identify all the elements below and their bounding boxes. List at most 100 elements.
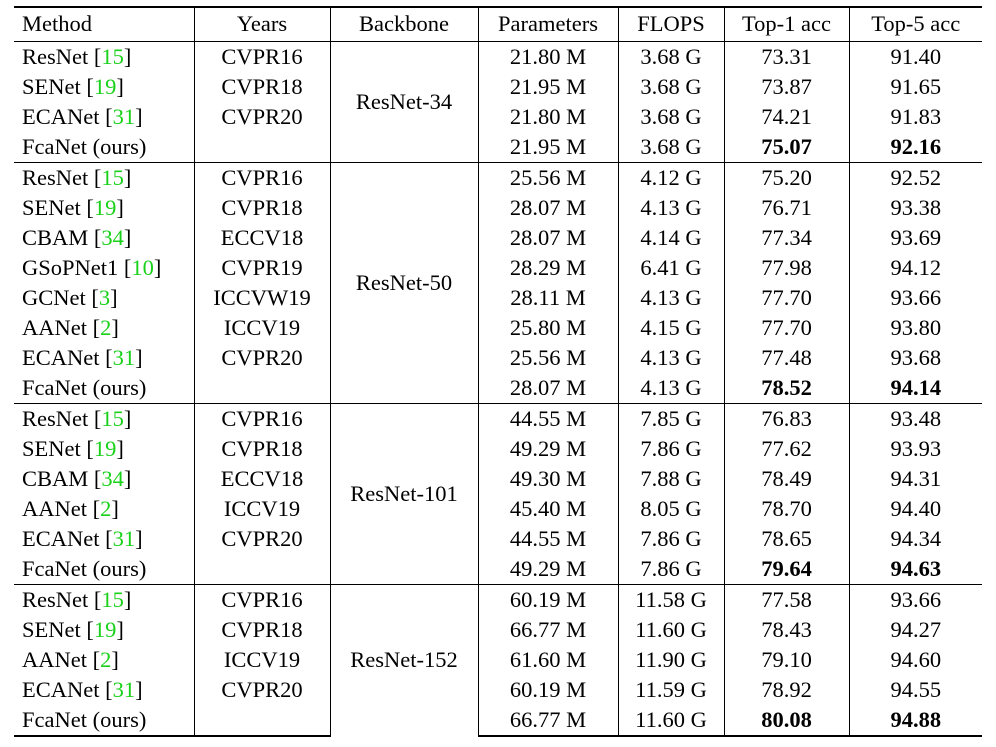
cell-top1: 77.70 <box>724 313 850 343</box>
method-name: ECANet <box>22 676 100 702</box>
cell-year: CVPR20 <box>194 343 331 373</box>
citation-link[interactable]: 34 <box>101 224 124 250</box>
cell-method: GCNet [3] <box>14 283 195 313</box>
method-name: FcaNet (ours) <box>22 374 147 400</box>
cell-top1: 75.20 <box>724 162 850 193</box>
cell-year: CVPR16 <box>194 403 331 434</box>
cell-top5: 94.40 <box>890 495 942 521</box>
citation-link[interactable]: 19 <box>93 616 117 642</box>
table-row: AANet [2] ICCV19 45.40 M 8.05 G 78.70 94.40 <box>14 494 982 524</box>
cell-flops: 7.85 G <box>618 403 725 434</box>
citation-link[interactable]: 31 <box>112 344 136 370</box>
cell-method: SENet [19] <box>14 615 195 645</box>
cell-parameters: 21.95 M <box>478 72 619 102</box>
cell-top5: 93.68 <box>890 344 942 370</box>
table-row: SENet [19] CVPR18 28.07 M 4.13 G 76.71 93.38 <box>14 193 982 223</box>
citation-link[interactable]: 15 <box>101 43 124 69</box>
table-row: SENet [19] CVPR18 21.95 M 3.68 G 73.87 91.65 <box>14 72 982 102</box>
citation-link[interactable]: 34 <box>101 465 124 491</box>
cell-parameters: 28.07 M <box>478 193 619 223</box>
cell-top5: 91.65 <box>890 73 942 99</box>
cell-parameters: 21.80 M <box>478 102 619 132</box>
comparison-table: Method Years Backbone Parameters FLOPS T… <box>14 6 982 737</box>
cell-year: ICCVW19 <box>194 283 331 313</box>
cell-parameters: 28.11 M <box>478 283 619 313</box>
citation-link[interactable]: 19 <box>93 73 117 99</box>
cell-flops: 7.86 G <box>618 554 725 585</box>
cell-year: CVPR20 <box>194 675 331 705</box>
cell-year <box>194 554 331 585</box>
method-name: SENet <box>22 194 81 220</box>
citation-link[interactable]: 2 <box>100 495 112 521</box>
cell-top1: 79.64 <box>724 554 850 585</box>
table-header-row: Method Years Backbone Parameters FLOPS T… <box>14 6 982 42</box>
cell-year: CVPR16 <box>194 584 331 615</box>
cell-year: CVPR20 <box>194 102 331 132</box>
cell-year: CVPR16 <box>194 41 331 72</box>
citation-link[interactable]: 31 <box>112 525 136 551</box>
citation-link[interactable]: 19 <box>93 435 117 461</box>
cell-top5: 93.48 <box>849 403 982 434</box>
cell-parameters: 45.40 M <box>478 494 619 524</box>
cell-year: ICCV19 <box>194 313 331 343</box>
table-row: FcaNet (ours) 66.77 M 11.60 G 80.08 94.88 <box>14 705 982 737</box>
cell-top5: 94.55 <box>890 676 942 702</box>
method-name: GCNet <box>22 284 86 310</box>
citation-link[interactable]: 19 <box>93 194 117 220</box>
citation-link[interactable]: 2 <box>100 646 112 672</box>
cell-top5: 94.60 <box>890 646 942 672</box>
cell-year <box>194 373 331 404</box>
method-name: ECANet <box>22 103 100 129</box>
cell-top1: 76.71 <box>724 193 850 223</box>
cell-flops: 11.60 G <box>618 615 725 645</box>
cell-parameters: 66.77 M <box>478 615 619 645</box>
citation-link[interactable]: 15 <box>101 405 124 431</box>
cell-method: GSoPNet1 [10] <box>14 253 195 283</box>
cell-backbone: ResNet-50 <box>330 162 479 404</box>
cell-flops: 4.13 G <box>618 283 725 313</box>
cell-flops: 7.86 G <box>618 434 725 464</box>
table-row: FcaNet (ours) 21.95 M 3.68 G 75.07 92.16 <box>14 132 982 163</box>
cell-method: CBAM [34] <box>14 223 195 253</box>
cell-top5: 91.40 <box>849 41 982 72</box>
cell-flops: 11.58 G <box>618 584 725 615</box>
header-top1: Top-1 acc <box>724 6 850 42</box>
method-name: ResNet <box>22 586 89 612</box>
cell-top1: 78.52 <box>724 373 850 404</box>
cell-top1: 77.48 <box>724 343 850 373</box>
citation-link[interactable]: 2 <box>100 314 112 340</box>
table-row: AANet [2] ICCV19 61.60 M 11.90 G 79.10 94.60 <box>14 645 982 675</box>
cell-method: ResNet [15] <box>14 162 195 193</box>
citation-link[interactable]: 31 <box>112 676 136 702</box>
citation-link[interactable]: 15 <box>101 586 124 612</box>
cell-top1: 77.98 <box>724 253 850 283</box>
cell-method: SENet [19] <box>14 434 195 464</box>
table-row: SENet [19] CVPR18 66.77 M 11.60 G 78.43 94.27 <box>14 615 982 645</box>
method-name: AANet <box>22 495 87 521</box>
cell-parameters: 21.95 M <box>478 132 619 163</box>
method-name: SENet <box>22 73 81 99</box>
citation-link[interactable]: 15 <box>101 164 124 190</box>
cell-method: CBAM [34] <box>14 464 195 494</box>
header-method: Method <box>14 6 195 42</box>
method-name: ResNet <box>22 164 89 190</box>
cell-flops: 6.41 G <box>618 253 725 283</box>
cell-parameters: 25.80 M <box>478 313 619 343</box>
results-table-container: Method Years Backbone Parameters FLOPS T… <box>14 6 982 737</box>
cell-method: AANet [2] <box>14 645 195 675</box>
cell-parameters: 28.29 M <box>478 253 619 283</box>
cell-parameters: 44.55 M <box>478 524 619 554</box>
method-name: FcaNet (ours) <box>22 133 147 159</box>
table-row: ResNet [15] CVPR16 ResNet-101 44.55 M 7.85 G… <box>14 403 982 585</box>
cell-flops: 4.13 G <box>618 343 725 373</box>
cell-flops: 11.59 G <box>618 675 725 705</box>
cell-backbone: ResNet-152 <box>330 584 479 736</box>
citation-link[interactable]: 3 <box>98 284 111 310</box>
cell-parameters: 49.30 M <box>478 464 619 494</box>
cell-top1: 74.21 <box>724 102 850 132</box>
citation-link[interactable]: 10 <box>131 254 154 280</box>
cell-top5: 94.12 <box>890 254 942 280</box>
citation-link[interactable]: 31 <box>112 103 136 129</box>
